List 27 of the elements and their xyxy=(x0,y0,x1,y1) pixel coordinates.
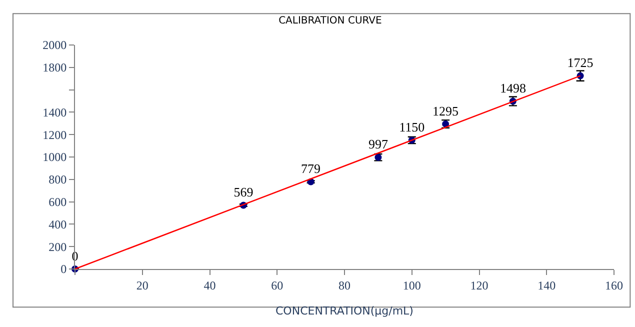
y-tick-label: 0 xyxy=(60,262,67,276)
y-tick-label: 1200 xyxy=(42,128,67,142)
data-label: 997 xyxy=(368,136,388,152)
chart-title: CALIBRATION CURVE xyxy=(278,15,382,26)
data-label: 1725 xyxy=(567,55,594,70)
x-tick-label: 80 xyxy=(338,278,350,292)
data-label: 569 xyxy=(234,184,254,200)
y-tick-label: 2000 xyxy=(42,38,67,52)
data-label: 1150 xyxy=(399,120,425,135)
x-tick-label: 140 xyxy=(538,278,556,292)
y-tick-label: 1000 xyxy=(42,150,67,164)
y-tick-label: 200 xyxy=(48,240,67,254)
x-tick-label: 60 xyxy=(271,278,284,292)
y-tick-label: 1400 xyxy=(42,105,67,120)
data-label: 1498 xyxy=(500,80,526,96)
x-tick-label: 40 xyxy=(204,278,216,292)
x-tick-label: 160 xyxy=(605,278,623,292)
data-label: 1295 xyxy=(432,103,459,118)
y-tick-label: 1800 xyxy=(42,60,67,75)
x-tick-label: 100 xyxy=(402,278,421,292)
x-axis-title: CONCENTRATION(μg/mL) xyxy=(276,304,414,318)
x-tick-label: 120 xyxy=(470,278,488,292)
y-tick-label: 600 xyxy=(48,195,67,209)
data-label: 779 xyxy=(301,161,321,176)
y-tick-label: 800 xyxy=(48,172,67,187)
y-tick-label: 400 xyxy=(48,217,67,232)
x-tick-label: 20 xyxy=(136,278,148,292)
